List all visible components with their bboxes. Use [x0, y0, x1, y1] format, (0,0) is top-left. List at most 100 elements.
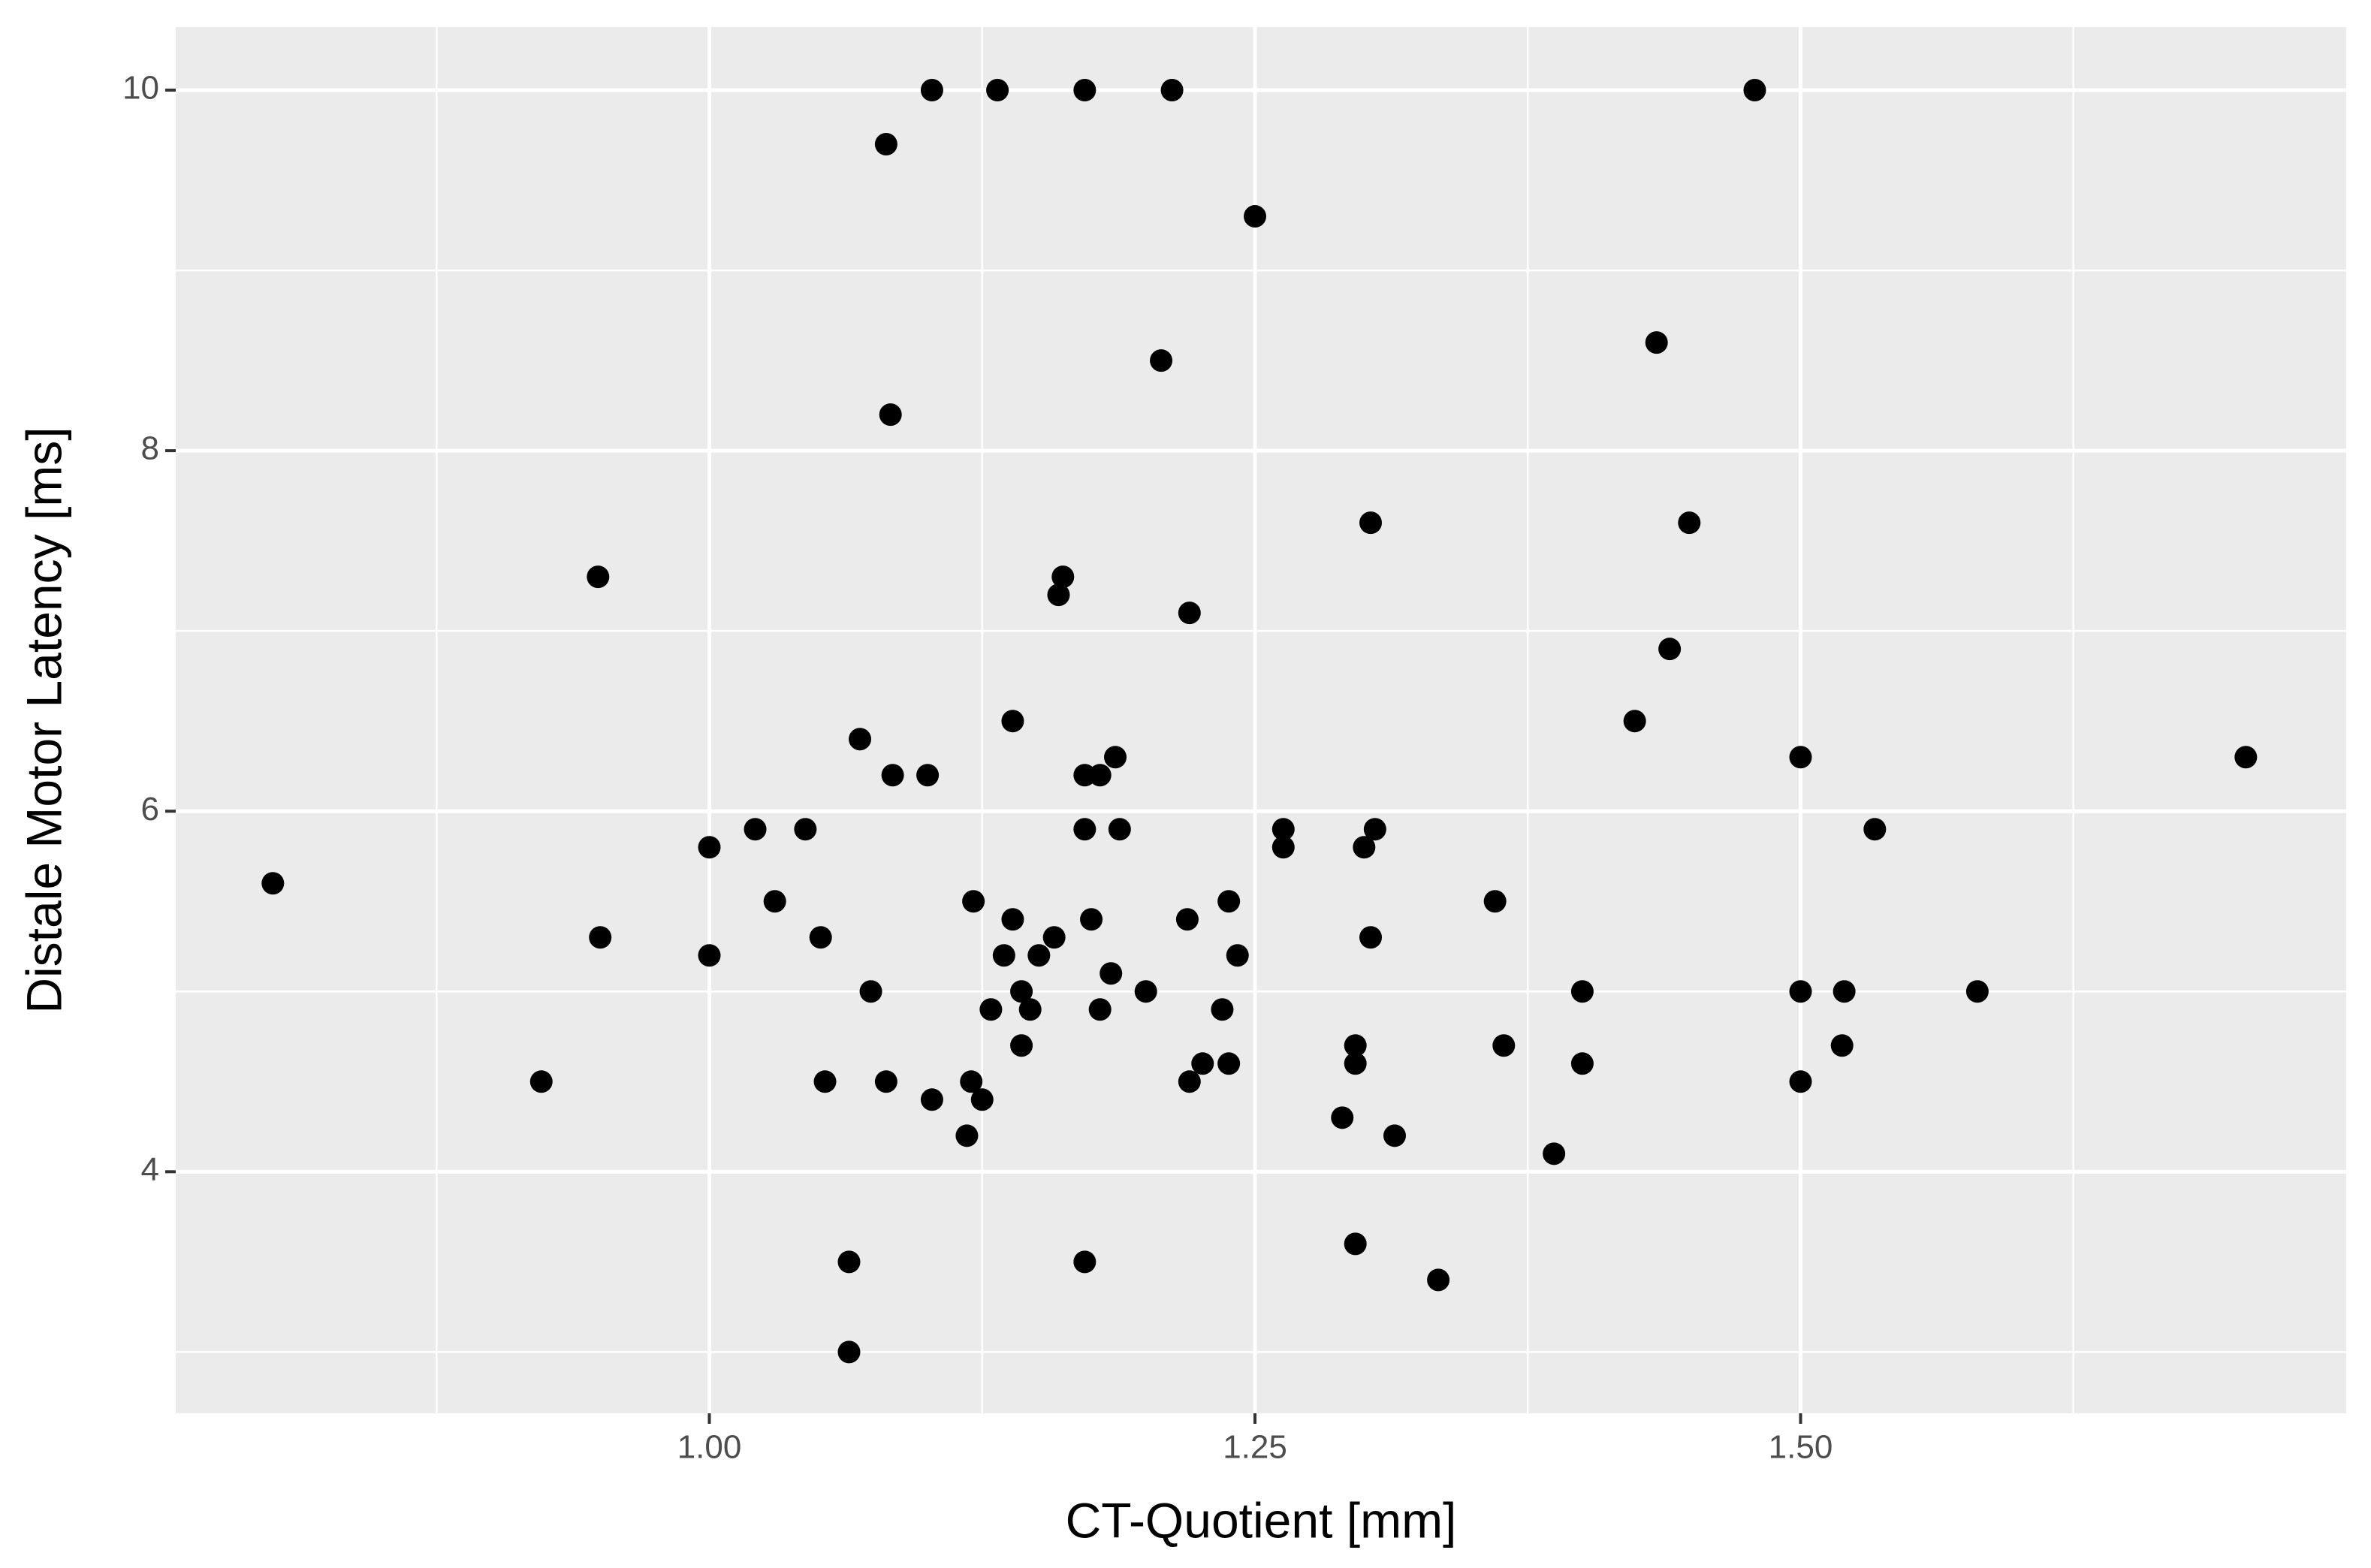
point — [1789, 746, 1812, 769]
point — [970, 1088, 994, 1111]
point — [1150, 349, 1173, 372]
x-axis-title: CT-Quotient [mm] — [1066, 1492, 1457, 1548]
point — [1100, 962, 1123, 985]
point — [979, 998, 1003, 1021]
point — [589, 926, 612, 949]
point — [960, 1070, 983, 1093]
point — [1178, 602, 1201, 625]
point — [261, 872, 285, 895]
point — [1344, 1232, 1367, 1256]
point — [1789, 1070, 1812, 1093]
point — [837, 1250, 861, 1274]
point — [587, 565, 610, 589]
point — [1344, 1034, 1367, 1057]
point — [920, 79, 943, 102]
point — [1271, 836, 1295, 859]
x-tick-label: 1.25 — [1223, 1429, 1287, 1466]
point — [1073, 818, 1097, 841]
point — [1088, 764, 1112, 787]
point — [763, 890, 786, 913]
point — [1160, 79, 1184, 102]
grid — [176, 27, 2346, 1413]
point — [2234, 746, 2258, 769]
point — [1047, 583, 1070, 607]
panel — [176, 27, 2346, 1413]
point — [955, 1124, 979, 1147]
point — [837, 1340, 861, 1364]
point — [1965, 980, 1989, 1003]
point — [698, 944, 721, 967]
point — [874, 133, 897, 156]
y-tick-label: 4 — [141, 1151, 159, 1188]
point — [1104, 746, 1127, 769]
point — [1244, 205, 1267, 228]
point — [881, 764, 904, 787]
point — [794, 818, 817, 841]
point — [1353, 836, 1376, 859]
point — [1271, 818, 1295, 841]
point — [1191, 1052, 1214, 1075]
point — [1492, 1034, 1516, 1057]
point — [1001, 908, 1024, 931]
point — [1623, 710, 1646, 733]
point — [879, 403, 902, 427]
point — [1645, 331, 1668, 354]
point — [744, 818, 767, 841]
point — [529, 1070, 553, 1093]
point — [1217, 1052, 1241, 1075]
point — [1483, 890, 1507, 913]
point — [1383, 1124, 1406, 1147]
point — [1051, 565, 1075, 589]
point — [1570, 1052, 1594, 1075]
point — [1073, 79, 1097, 102]
point — [1088, 998, 1112, 1021]
point — [1042, 926, 1066, 949]
point — [916, 764, 940, 787]
point — [1570, 980, 1594, 1003]
point — [849, 728, 872, 751]
point — [1833, 980, 1856, 1003]
point — [992, 944, 1015, 967]
point — [1211, 998, 1234, 1021]
point — [1178, 1070, 1201, 1093]
point — [1363, 818, 1386, 841]
point — [1027, 944, 1051, 967]
point — [1134, 980, 1157, 1003]
point — [859, 980, 882, 1003]
x-tick-label: 1.50 — [1769, 1429, 1833, 1466]
point — [1427, 1268, 1450, 1292]
point — [813, 1070, 837, 1093]
point — [1830, 1034, 1854, 1057]
point — [1080, 908, 1103, 931]
point — [1108, 818, 1131, 841]
y-tick-label: 8 — [141, 430, 159, 467]
point — [809, 926, 832, 949]
point — [1331, 1106, 1354, 1129]
point — [1678, 511, 1701, 535]
point — [1543, 1142, 1566, 1165]
point — [920, 1088, 943, 1111]
point — [1175, 908, 1199, 931]
point — [1658, 638, 1682, 661]
y-axis-title: Distale Motor Latency [ms] — [16, 427, 71, 1013]
point — [986, 79, 1009, 102]
point — [1010, 980, 1033, 1003]
point — [1001, 710, 1024, 733]
point — [1018, 998, 1042, 1021]
point — [1226, 944, 1249, 967]
marks — [261, 79, 2258, 1364]
y-tick-label: 10 — [122, 70, 159, 107]
point — [1344, 1052, 1367, 1075]
point — [1010, 1034, 1033, 1057]
point — [1359, 511, 1383, 535]
point — [1359, 926, 1383, 949]
point — [698, 836, 721, 859]
point — [1073, 1250, 1097, 1274]
y-tick-label: 6 — [141, 791, 159, 828]
point — [1789, 980, 1812, 1003]
point — [1743, 79, 1766, 102]
point — [962, 890, 985, 913]
x-tick-label: 1.00 — [677, 1429, 742, 1466]
point — [874, 1070, 897, 1093]
